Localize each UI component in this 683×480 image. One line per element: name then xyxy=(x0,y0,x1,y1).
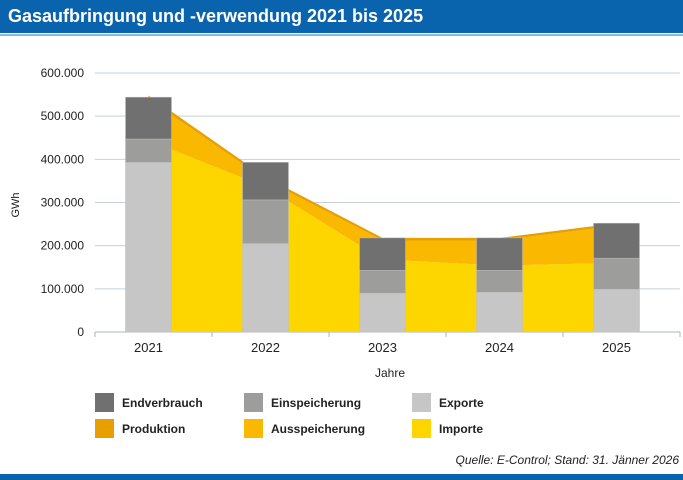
x-tick-label: 2025 xyxy=(602,340,631,355)
legend-item-einspeicherung: Einspeicherung xyxy=(244,393,361,412)
bar-endverbrauch-2024 xyxy=(476,237,523,271)
bar-endverbrauch-2025 xyxy=(593,222,640,259)
x-tick-label: 2022 xyxy=(251,340,280,355)
y-tick-label: 200.000 xyxy=(41,239,85,253)
legend-swatch xyxy=(412,419,431,438)
area-ausspeicherung xyxy=(148,98,617,266)
legend-label: Produktion xyxy=(122,421,186,436)
y-tick-label: 300.000 xyxy=(41,196,85,210)
bar-einspeicherung-2024 xyxy=(476,270,523,293)
legend-swatch xyxy=(412,393,431,412)
legend-swatch xyxy=(95,419,114,438)
legend-item-importe: Importe xyxy=(412,419,483,438)
bar-exporte-2025 xyxy=(593,289,640,333)
chart-title: Gasaufbringung und -verwendung 2021 bis … xyxy=(8,6,424,26)
bar-exporte-2024 xyxy=(476,292,523,333)
bar-exporte-2022 xyxy=(242,243,289,333)
y-tick-label: 500.000 xyxy=(41,109,85,123)
legend-label: Endverbrauch xyxy=(122,395,203,410)
x-tick-label: 2024 xyxy=(485,340,514,355)
y-tick-label: 600.000 xyxy=(41,66,85,80)
legend-label: Importe xyxy=(439,421,484,436)
legend-label: Einspeicherung xyxy=(271,395,362,410)
bar-einspeicherung-2022 xyxy=(242,199,289,244)
bar-endverbrauch-2022 xyxy=(242,162,289,201)
legend-label: Ausspeicherung xyxy=(271,421,366,436)
title-divider xyxy=(0,34,683,36)
y-axis-label: GWh xyxy=(10,192,22,217)
bar-einspeicherung-2023 xyxy=(359,270,406,294)
legend-swatch xyxy=(95,393,114,412)
x-tick-label: 2021 xyxy=(134,340,163,355)
chart: 0 100.000 200.000 300.000 400.000 500.000 600.… xyxy=(10,66,681,380)
bar-exporte-2023 xyxy=(359,292,406,333)
title-bar: Gasaufbringung und -verwendung 2021 bis … xyxy=(0,0,683,33)
bar-endverbrauch-2023 xyxy=(359,237,406,271)
legend-item-endverbrauch: Endverbrauch xyxy=(95,393,203,412)
x-axis-label: Jahre xyxy=(375,366,405,380)
legend-item-produktion: Produktion xyxy=(95,419,185,438)
legend-item-exporte: Exporte xyxy=(412,393,484,412)
bar-einspeicherung-2021 xyxy=(125,138,172,163)
bar-endverbrauch-2021 xyxy=(125,96,172,140)
bar-exporte-2021 xyxy=(125,162,172,333)
y-tick-label: 0 xyxy=(77,325,84,339)
legend-item-ausspeicherung: Ausspeicherung xyxy=(244,419,365,438)
bar-einspeicherung-2025 xyxy=(593,257,640,290)
legend-swatch xyxy=(244,419,263,438)
x-tick-label: 2023 xyxy=(368,340,397,355)
bottom-bar xyxy=(0,474,683,480)
legend-swatch xyxy=(244,393,263,412)
source-note: Quelle: E-Control; Stand: 31. Jänner 202… xyxy=(455,453,679,467)
y-tick-label: 100.000 xyxy=(41,282,85,296)
legend-label: Exporte xyxy=(439,395,484,410)
y-tick-label: 400.000 xyxy=(41,152,85,166)
